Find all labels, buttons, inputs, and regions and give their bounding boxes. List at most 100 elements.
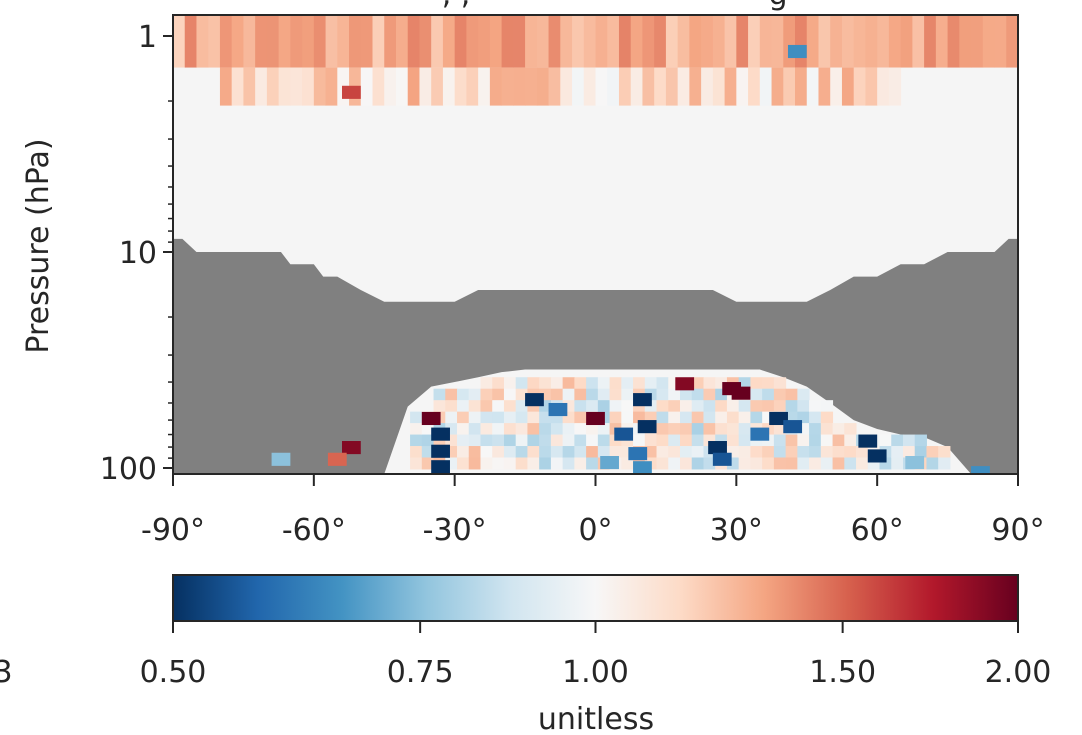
heatmap-hotspot bbox=[271, 452, 291, 466]
heatmap-cell bbox=[795, 67, 808, 106]
heatmap-cell bbox=[609, 388, 622, 401]
heatmap-cell bbox=[691, 434, 704, 447]
heatmap-cell bbox=[691, 377, 704, 390]
heatmap-cell bbox=[527, 434, 540, 447]
heatmap-cell bbox=[867, 457, 881, 470]
heatmap-cell bbox=[513, 67, 526, 106]
heatmap-cell bbox=[773, 400, 787, 413]
heatmap-cell bbox=[515, 434, 528, 447]
heatmap-cell bbox=[738, 377, 751, 390]
heatmap-cell bbox=[478, 15, 491, 68]
heatmap-cell bbox=[785, 400, 798, 413]
heatmap-cell bbox=[515, 423, 528, 436]
heatmap-cell bbox=[703, 377, 716, 390]
heatmap-cell bbox=[539, 388, 552, 401]
heatmap-cell bbox=[360, 15, 374, 68]
heatmap-cell bbox=[703, 388, 716, 401]
heatmap-cell bbox=[924, 15, 937, 68]
heatmap-cell bbox=[841, 15, 855, 68]
heatmap-cell bbox=[384, 67, 397, 106]
heatmap-cell bbox=[574, 457, 587, 470]
heatmap-cell bbox=[762, 446, 775, 458]
heatmap-cell bbox=[726, 457, 740, 470]
colorbar-tick-label: 0.75 bbox=[387, 655, 454, 690]
heatmap-cell bbox=[820, 446, 834, 458]
heatmap-cell bbox=[503, 388, 517, 401]
heatmap-cell bbox=[680, 446, 693, 458]
heatmap-cell bbox=[715, 434, 728, 447]
heatmap-cell bbox=[492, 423, 505, 436]
heatmap-cell bbox=[844, 457, 857, 470]
heatmap-cell bbox=[480, 457, 493, 470]
heatmap-cell bbox=[785, 457, 798, 470]
heatmap-cell bbox=[797, 434, 810, 447]
heatmap-cell bbox=[539, 446, 552, 458]
heatmap-cell bbox=[480, 388, 493, 401]
heatmap-cell bbox=[550, 446, 564, 458]
x-tick-label: -90° bbox=[141, 513, 205, 548]
heatmap-cell bbox=[539, 411, 552, 424]
heatmap-cell bbox=[633, 377, 646, 390]
heatmap-cell bbox=[773, 457, 787, 470]
heatmap-cell bbox=[457, 446, 470, 458]
heatmap-cell bbox=[656, 400, 669, 413]
heatmap-cell bbox=[410, 434, 423, 447]
heatmap-cell bbox=[478, 67, 491, 106]
heatmap-cell bbox=[832, 434, 845, 447]
heatmap-cell bbox=[607, 15, 620, 68]
heatmap-cell bbox=[832, 457, 845, 470]
heatmap-cell bbox=[219, 67, 233, 106]
heatmap-cell bbox=[668, 400, 681, 413]
heatmap-cell bbox=[527, 457, 540, 470]
heatmap-cell bbox=[633, 411, 646, 424]
heatmap-cell bbox=[468, 400, 481, 413]
heatmap-cell bbox=[795, 15, 808, 68]
heatmap-cell bbox=[621, 400, 634, 413]
heatmap-cell bbox=[818, 15, 831, 68]
heatmap-cell bbox=[313, 15, 327, 68]
heatmap-cell bbox=[748, 15, 761, 68]
heatmap-cell bbox=[618, 67, 632, 106]
heatmap-cell bbox=[255, 67, 268, 106]
heatmap-hotspot bbox=[421, 411, 441, 426]
heatmap-cell bbox=[726, 400, 740, 413]
heatmap-cell bbox=[750, 377, 763, 390]
heatmap-cell bbox=[595, 67, 608, 106]
x-tick-label: 60° bbox=[851, 513, 904, 548]
heatmap-cell bbox=[503, 434, 517, 447]
heatmap-cell bbox=[480, 446, 493, 458]
heatmap-cell bbox=[677, 15, 690, 68]
heatmap-cell bbox=[503, 423, 517, 436]
heatmap-cell bbox=[888, 67, 902, 106]
heatmap-cell bbox=[454, 67, 467, 106]
heatmap-cell bbox=[785, 446, 798, 458]
heatmap-cell bbox=[457, 423, 470, 436]
heatmap-cell bbox=[914, 446, 927, 458]
heatmap-cell bbox=[691, 446, 704, 458]
heatmap-cell bbox=[856, 457, 869, 470]
heatmap-cell bbox=[642, 67, 655, 106]
heatmap-cell bbox=[935, 15, 949, 68]
heatmap-cell bbox=[480, 400, 493, 413]
heatmap-cell bbox=[548, 67, 561, 106]
heatmap-cell bbox=[809, 423, 822, 436]
heatmap-cell bbox=[677, 67, 690, 106]
heatmap-cell bbox=[680, 411, 693, 424]
heatmap-cell bbox=[457, 434, 470, 447]
heatmap-cell bbox=[902, 434, 916, 447]
heatmap-cell bbox=[797, 423, 810, 436]
heatmap-cell bbox=[773, 377, 787, 390]
heatmap-cell bbox=[421, 434, 435, 447]
heatmap-cell bbox=[372, 67, 385, 106]
heatmap-cell bbox=[773, 434, 787, 447]
heatmap-cell bbox=[527, 423, 540, 436]
heatmap-cell bbox=[468, 411, 481, 424]
heatmap-cell bbox=[492, 434, 505, 447]
heatmap-cell bbox=[607, 67, 620, 106]
heatmap-cell bbox=[550, 423, 564, 436]
heatmap-cell bbox=[856, 446, 869, 458]
heatmap-cell bbox=[703, 400, 716, 413]
heatmap-cell bbox=[642, 15, 655, 68]
heatmap-cell bbox=[372, 15, 385, 68]
heatmap-hotspot bbox=[637, 420, 657, 434]
